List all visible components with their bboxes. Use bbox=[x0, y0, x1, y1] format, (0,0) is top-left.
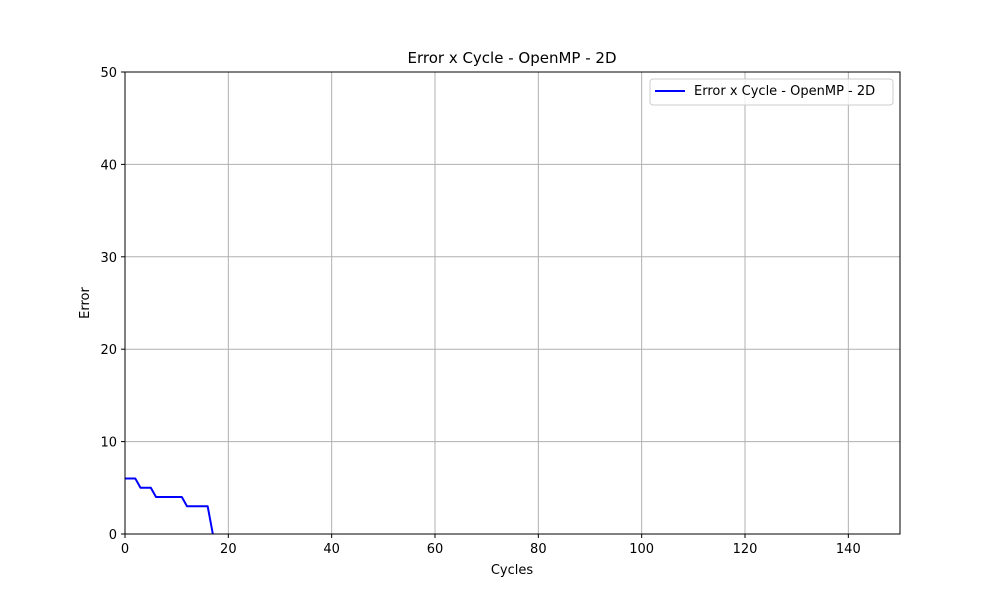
x-tick-label: 100 bbox=[629, 542, 654, 557]
x-tick-label: 0 bbox=[121, 542, 129, 557]
x-axis-ticks: 0 20 40 60 80 100 120 140 bbox=[121, 534, 861, 557]
y-tick-label: 10 bbox=[100, 436, 117, 451]
series-layer bbox=[125, 477, 214, 535]
y-tick-label: 0 bbox=[109, 528, 117, 543]
x-tick-label: 140 bbox=[836, 542, 861, 557]
x-tick-label: 60 bbox=[427, 542, 444, 557]
y-tick-label: 40 bbox=[100, 158, 117, 173]
legend-entry-label: Error x Cycle - OpenMP - 2D bbox=[694, 84, 875, 99]
x-tick-label: 80 bbox=[530, 542, 547, 557]
x-tick-label: 120 bbox=[733, 542, 758, 557]
x-axis-label: Cycles bbox=[491, 563, 534, 578]
series-line-0 bbox=[125, 477, 214, 535]
x-tick-label: 40 bbox=[323, 542, 340, 557]
legend-box bbox=[649, 78, 894, 106]
y-tick-label: 20 bbox=[100, 343, 117, 358]
y-tick-label: 30 bbox=[100, 251, 117, 266]
plot-frame bbox=[124, 71, 901, 535]
y-axis-ticks: 0 10 20 30 40 50 bbox=[100, 66, 125, 543]
y-tick-label: 50 bbox=[100, 66, 117, 81]
legend: Error x Cycle - OpenMP - 2D bbox=[649, 78, 894, 106]
y-axis-label: Error bbox=[78, 287, 93, 319]
chart-title: Error x Cycle - OpenMP - 2D bbox=[407, 49, 616, 67]
x-tick-label: 20 bbox=[220, 542, 237, 557]
